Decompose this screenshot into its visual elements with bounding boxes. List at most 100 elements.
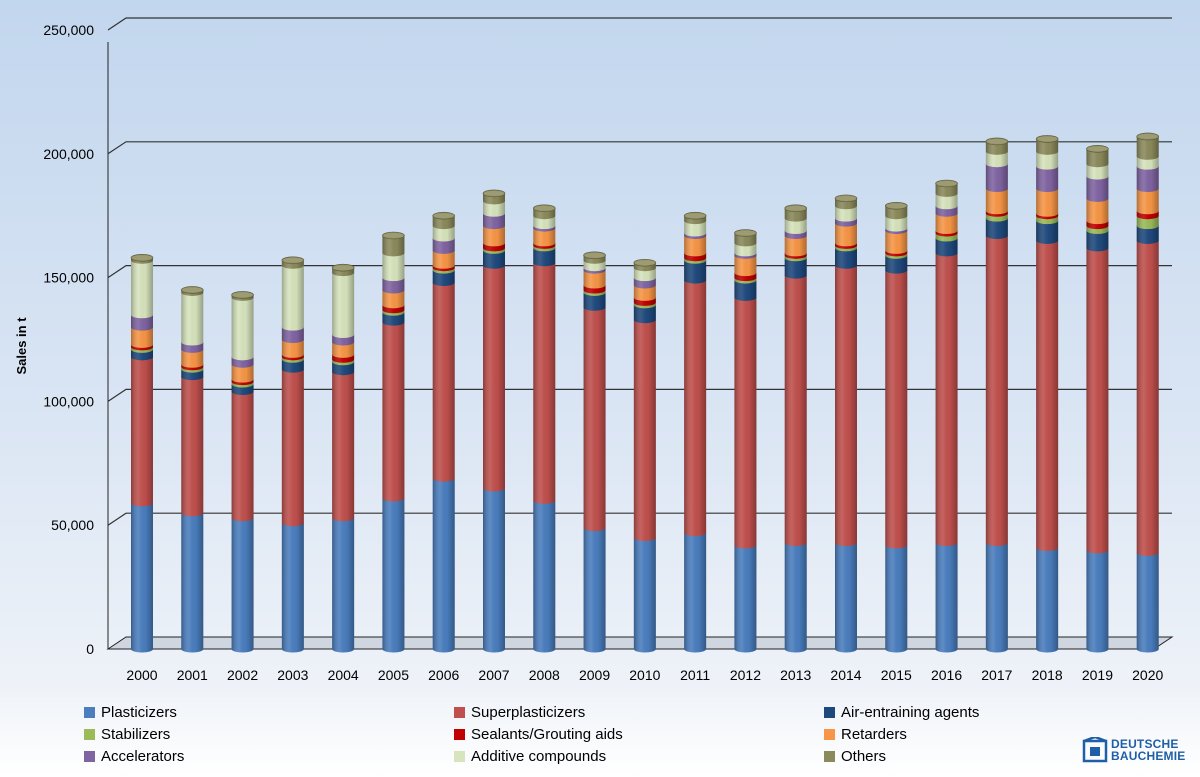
bar-segment-shading	[432, 250, 455, 269]
bar-segment-shading	[432, 282, 455, 482]
bar-segment-shading	[985, 542, 1008, 653]
bar-stack-2007	[482, 189, 506, 653]
bar-segment-shading	[1086, 148, 1109, 168]
bar-stack-2008	[532, 204, 556, 653]
bar-segment-shading	[432, 225, 455, 242]
bar-stack-2015	[884, 201, 908, 653]
x-tick-label: 2020	[1132, 667, 1163, 683]
legend-label: Plasticizers	[101, 704, 177, 721]
bar-top-cap	[1086, 145, 1109, 153]
bar-segment-shading	[734, 280, 757, 301]
x-tick-label: 2018	[1032, 667, 1063, 683]
bar-stack-2006	[432, 211, 456, 653]
bar-stack-2009	[583, 251, 606, 653]
bar-segment-shading	[1136, 188, 1159, 215]
bar-segment-shading	[131, 327, 153, 348]
bar-top-cap	[231, 291, 254, 299]
x-tick-labels: 2000 2001 2002 2003 2004 2005 2006 2007 2008 2009…	[126, 667, 1163, 683]
bar-top-cap	[130, 253, 154, 262]
bar-top-cap	[633, 258, 657, 267]
logo-icon	[1082, 737, 1108, 763]
bar-top-cap	[180, 286, 204, 294]
bar-segment-shading	[332, 517, 355, 653]
bar-segment-shading	[1036, 188, 1059, 217]
x-tick-label: 2011	[680, 667, 710, 683]
bar-segment-shading	[1136, 156, 1159, 170]
bar-segment-shading	[583, 270, 606, 289]
y-tick-label: 250,000	[43, 22, 94, 38]
bar-segment-shading	[734, 233, 757, 247]
bar-segment-shading	[281, 359, 304, 373]
x-tick-label: 2014	[830, 667, 861, 683]
bar-segment-shading	[382, 497, 405, 653]
bar-top-cap-highlight	[1037, 136, 1058, 142]
legend-item: Air-entraining agents	[824, 703, 1084, 722]
bar-stack-2011	[683, 211, 707, 653]
bar-stack-2002	[231, 291, 254, 653]
gridline	[107, 388, 1172, 402]
gridline	[107, 141, 1172, 155]
bar-segment-shading	[684, 280, 707, 537]
bar-segment-shading	[734, 545, 757, 653]
x-tick-label: 2015	[881, 667, 912, 683]
bar-segment-shading	[181, 512, 204, 653]
bar-segment-shading	[1136, 552, 1159, 653]
bar-top-cap-highlight	[785, 205, 806, 211]
bar-top-cap	[985, 137, 1009, 146]
bar-stack-2005	[382, 231, 405, 653]
legend-label: Accelerators	[101, 748, 185, 765]
bar-segment-shading	[432, 270, 455, 287]
bar-stack-2001	[180, 286, 204, 653]
bar-segment-shading	[784, 275, 807, 547]
bar-segment-shading	[332, 272, 355, 339]
x-tick-label: 2001	[177, 667, 208, 683]
logo-text-line1: DEUTSCHE	[1111, 737, 1179, 751]
bar-segment-shading	[382, 289, 405, 309]
x-tick-label: 2005	[378, 667, 409, 683]
bar-segment-shading	[935, 542, 958, 653]
bar-segment-shading	[332, 341, 355, 358]
bar-top-cap-highlight	[433, 213, 454, 219]
bar-segment-shading	[835, 223, 858, 247]
bar-segment-shading	[684, 532, 707, 653]
x-tick-label: 2007	[478, 667, 509, 683]
bar-segment-shading	[935, 252, 958, 547]
bar-top-cap	[734, 229, 757, 237]
legend-swatch	[84, 707, 95, 718]
bar-segment-shading	[332, 371, 355, 522]
bar-segment-shading	[483, 488, 505, 653]
bar-segment-shading	[1136, 166, 1159, 192]
bar-segment-shading	[533, 215, 556, 230]
bar-segment-shading	[1136, 240, 1159, 556]
legend-swatch	[824, 707, 835, 718]
x-tick-label: 2008	[529, 667, 560, 683]
bar-segment-shading	[533, 228, 556, 247]
bar-top-cap	[583, 251, 606, 260]
bar-segment-shading	[985, 151, 1008, 168]
bar-top-cap-highlight	[936, 181, 957, 187]
legend-label: Others	[841, 748, 887, 765]
bar-top-cap-highlight	[484, 190, 504, 196]
bar-top-cap-highlight	[986, 138, 1007, 144]
bar-top-cap	[683, 211, 707, 220]
bar-segment-shading	[281, 327, 304, 344]
bar-segment-shading	[1086, 549, 1109, 653]
legend-swatch	[84, 729, 95, 740]
bar-segment-shading	[483, 250, 505, 269]
bar-top-cap-highlight	[1087, 146, 1108, 152]
bar-top-cap	[884, 201, 908, 210]
bar-top-cap	[1035, 135, 1059, 143]
legend-item: Plasticizers	[84, 703, 454, 722]
bar-segment-shading	[382, 235, 405, 257]
bar-segment-shading	[131, 502, 153, 653]
bar-top-cap-highlight	[685, 213, 706, 219]
bar-segment-shading	[1036, 240, 1059, 551]
bar-segment-shading	[1036, 166, 1059, 192]
legend-label: Retarders	[841, 726, 907, 743]
bar-top-cap-highlight	[634, 260, 655, 266]
x-tick-label: 2010	[629, 667, 660, 683]
bar-segment-shading	[885, 270, 908, 549]
bars	[130, 132, 1160, 653]
bar-segment-shading	[835, 542, 858, 653]
bar-segment-shading	[533, 262, 556, 504]
